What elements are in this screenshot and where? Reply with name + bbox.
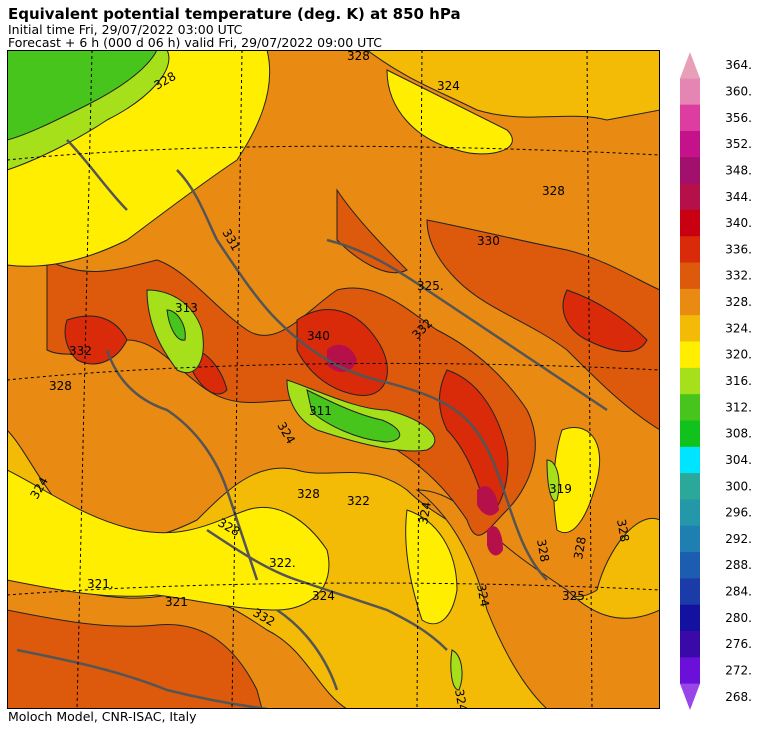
colorbar-swatch bbox=[680, 367, 700, 395]
colorbar-swatch bbox=[680, 315, 700, 343]
map-frame bbox=[7, 50, 660, 709]
colorbar-swatch bbox=[680, 52, 700, 79]
colorbar-level-label: 272. bbox=[725, 664, 752, 678]
graticule bbox=[7, 50, 660, 709]
colorbar-swatch bbox=[680, 631, 700, 658]
colorbar-swatch bbox=[680, 473, 700, 500]
colorbar-level-label: 320. bbox=[725, 348, 752, 362]
colorbar-level-label: 356. bbox=[725, 111, 752, 125]
colorbar-swatch bbox=[680, 157, 700, 185]
colorbar-level-label: 360. bbox=[725, 84, 752, 98]
colorbar-level-label: 344. bbox=[725, 190, 752, 204]
colorbar-swatch bbox=[680, 657, 700, 685]
colorbar-level-label: 296. bbox=[725, 506, 752, 520]
colorbar-swatch bbox=[680, 604, 700, 632]
contour-label: 328 bbox=[534, 538, 552, 563]
colorbar-level-label: 308. bbox=[725, 427, 752, 441]
contour-label: 328 bbox=[614, 518, 632, 543]
contour-label: 325. bbox=[562, 589, 589, 603]
colorbar-level-label: 304. bbox=[725, 453, 752, 467]
colorbar-swatch bbox=[680, 288, 700, 316]
contour-label: 330 bbox=[477, 234, 500, 248]
chart-title: Equivalent potential temperature (deg. K… bbox=[8, 5, 461, 23]
contour-label: 325. bbox=[417, 279, 444, 293]
colorbar-level-label: 328. bbox=[725, 295, 752, 309]
colorbar-swatch bbox=[680, 209, 700, 237]
contour-label: 321 bbox=[165, 595, 188, 609]
colorbar-swatch bbox=[680, 552, 700, 579]
colorbar-level-label: 316. bbox=[725, 374, 752, 388]
colorbar-level-label: 348. bbox=[725, 163, 752, 177]
contour-label: 332 bbox=[69, 344, 92, 358]
colorbar-swatch bbox=[680, 262, 700, 290]
colorbar-swatch bbox=[680, 499, 700, 527]
colorbar-swatch bbox=[680, 446, 700, 474]
contour-label: 324 bbox=[452, 688, 470, 709]
colorbar-level-label: 332. bbox=[725, 269, 752, 283]
contour-label: 328 bbox=[297, 487, 320, 501]
colorbar-level-label: 352. bbox=[725, 137, 752, 151]
colorbar-swatch bbox=[680, 525, 700, 553]
contour-label: 324 bbox=[474, 583, 492, 608]
contour-label: 322 bbox=[347, 494, 370, 508]
colorbar-level-label: 276. bbox=[725, 637, 752, 651]
colorbar-level-label: 312. bbox=[725, 400, 752, 414]
colorbar-level-label: 300. bbox=[725, 479, 752, 493]
theta-e-map: 328 324 328 328 330 313 332 328 331 340 … bbox=[7, 50, 660, 709]
coastlines bbox=[16, 139, 608, 709]
contour-label: 322. bbox=[269, 556, 296, 570]
colorbar-level-label: 268. bbox=[725, 690, 752, 704]
colorbar-swatch bbox=[680, 104, 700, 132]
model-credit: Moloch Model, CNR-ISAC, Italy bbox=[8, 709, 197, 724]
contour-label: 324 bbox=[312, 589, 335, 603]
colorbar-swatch bbox=[680, 420, 700, 448]
field-312-316 bbox=[7, 50, 400, 443]
contour-label: 313 bbox=[175, 301, 198, 315]
initial-time-label: Initial time Fri, 29/07/2022 03:00 UTC bbox=[8, 22, 243, 37]
colorbar-level-label: 284. bbox=[725, 585, 752, 599]
colorbar-swatch bbox=[680, 130, 700, 158]
colorbar-swatch bbox=[680, 236, 700, 264]
contour-label: 328 bbox=[542, 184, 565, 198]
contour-label: 328 bbox=[49, 379, 72, 393]
colorbar-level-label: 280. bbox=[725, 611, 752, 625]
contour-label: 328 bbox=[571, 536, 589, 561]
colorbar-level-label: 292. bbox=[725, 532, 752, 546]
contour-label: 324 bbox=[416, 501, 434, 526]
colorbar-level-label: 324. bbox=[725, 321, 752, 335]
contour-label: 328 bbox=[347, 50, 370, 63]
colorbar-swatch bbox=[680, 394, 700, 421]
contour-label: 311 bbox=[309, 404, 332, 418]
colorbar-level-label: 340. bbox=[725, 216, 752, 230]
contour-label: 324 bbox=[437, 79, 460, 93]
colorbar: 364. 360. 356. 352. 348. 344. 340. 336. 332. 328.… bbox=[676, 48, 756, 714]
contour-label: 321. bbox=[87, 577, 114, 591]
colorbar-swatch bbox=[680, 183, 700, 211]
colorbar-level-label: 336. bbox=[725, 242, 752, 256]
colorbar-level-label: 288. bbox=[725, 558, 752, 572]
contour-label: 340 bbox=[307, 329, 330, 343]
colorbar-canvas: 364. 360. 356. 352. 348. 344. 340. 336. 332. 328.… bbox=[680, 52, 752, 710]
contour-label: 319 bbox=[549, 482, 572, 496]
colorbar-swatch bbox=[680, 578, 700, 606]
contour-labels: 328 324 328 328 330 313 332 328 331 340 … bbox=[27, 50, 631, 709]
colorbar-swatch bbox=[680, 341, 700, 369]
colorbar-level-label: 364. bbox=[725, 58, 752, 72]
map-canvas: 328 324 328 328 330 313 332 328 331 340 … bbox=[7, 50, 660, 709]
colorbar-swatch bbox=[680, 78, 700, 106]
colorbar-swatch bbox=[680, 683, 700, 710]
forecast-valid-label: Forecast + 6 h (000 d 06 h) valid Fri, 2… bbox=[8, 35, 382, 50]
